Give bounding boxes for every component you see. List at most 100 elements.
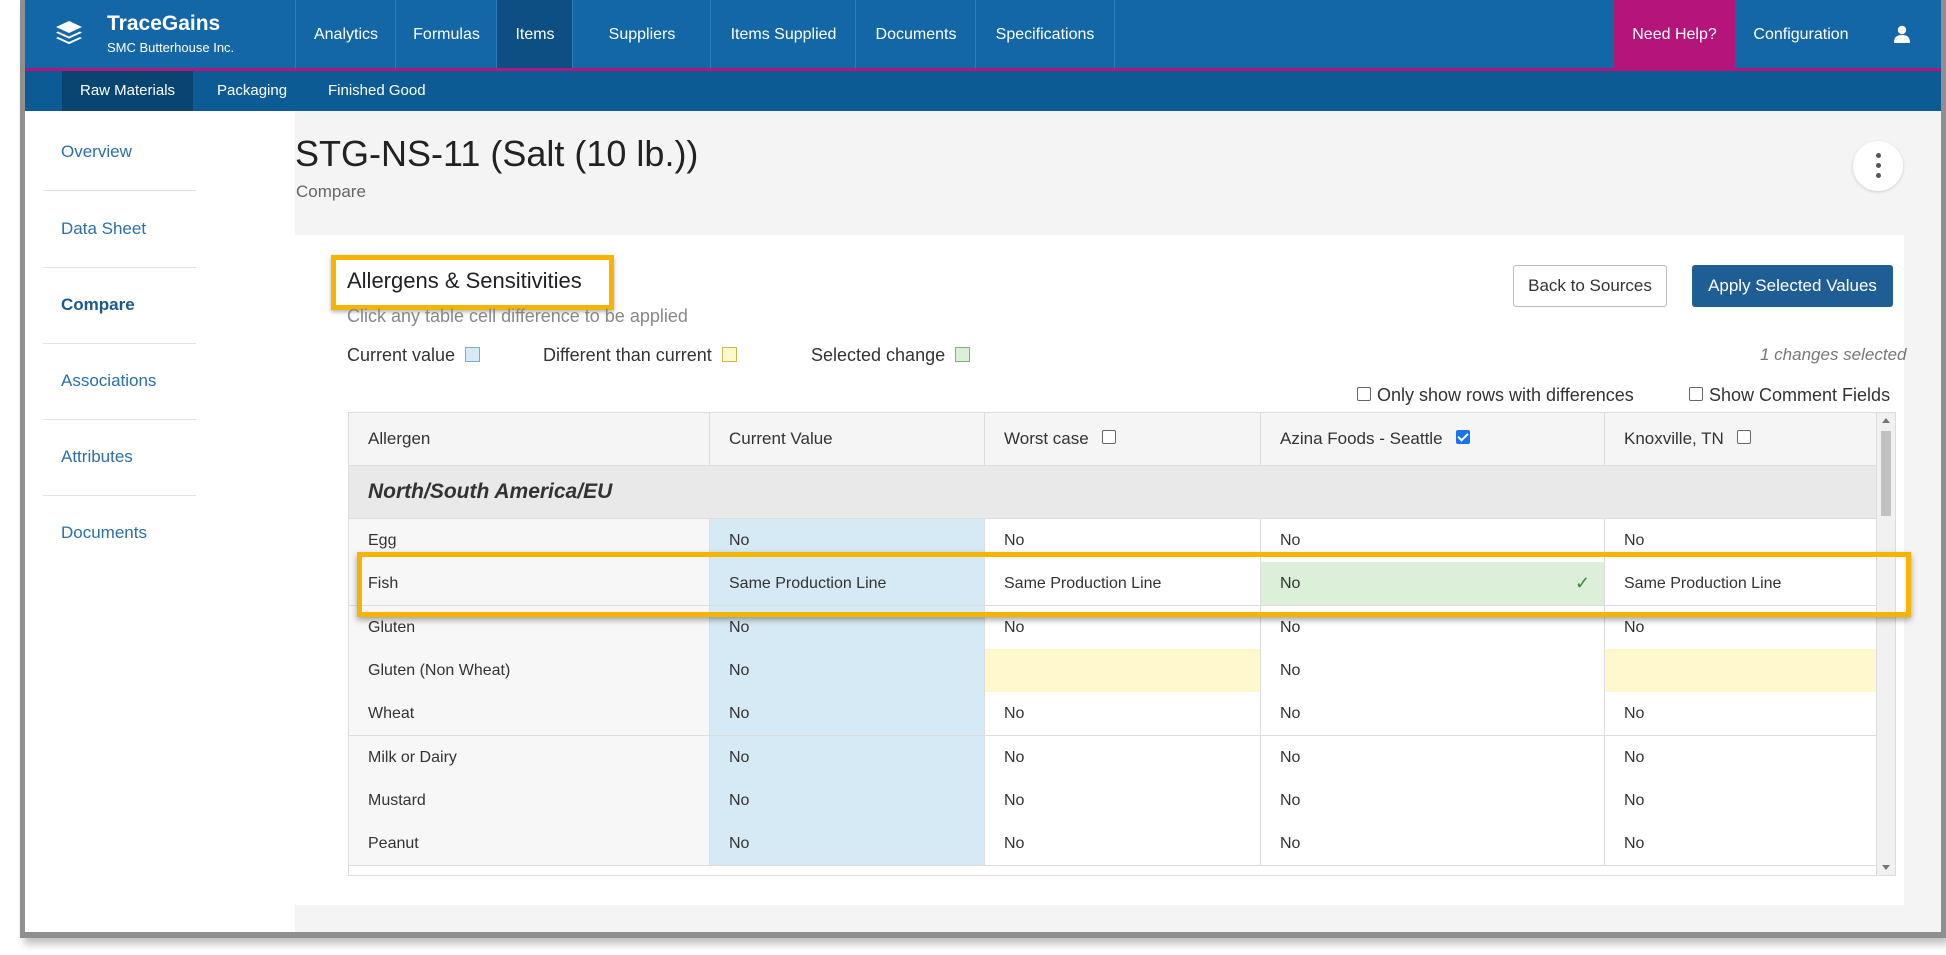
- sidebar-item-documents[interactable]: Documents: [61, 523, 147, 542]
- table-group-row: North/South America/EU: [349, 466, 1876, 519]
- table-header: Allergen Current Value Worst case Azina …: [349, 413, 1876, 466]
- legend-selected-label: Selected change: [811, 345, 946, 365]
- layers-logo-icon: [56, 21, 82, 45]
- value-cell[interactable]: No: [985, 779, 1261, 822]
- scroll-up-arrow-icon[interactable]: [1882, 418, 1890, 423]
- value-cell[interactable]: No: [1261, 779, 1605, 822]
- brand-name: TraceGains: [107, 12, 221, 35]
- column-header-allergen: Allergen: [349, 413, 710, 465]
- only-show-differences-label: Only show rows with differences: [1377, 385, 1634, 405]
- subnav-raw-materials[interactable]: Raw Materials: [62, 71, 194, 111]
- nav-items[interactable]: Items: [496, 0, 573, 68]
- nav-documents[interactable]: Documents: [855, 0, 976, 68]
- nav-specifications[interactable]: Specifications: [975, 0, 1115, 68]
- value-cell[interactable]: No: [1605, 822, 1876, 865]
- sidebar-item-compare[interactable]: Compare: [43, 267, 196, 344]
- column-header-label: Azina Foods - Seattle: [1280, 429, 1443, 448]
- show-comment-fields-option[interactable]: Show Comment Fields: [1689, 385, 1890, 406]
- sidebar-item-data-sheet[interactable]: Data Sheet: [43, 191, 196, 268]
- value-cell[interactable]: No: [1605, 736, 1876, 779]
- show-comment-fields-checkbox[interactable]: [1689, 387, 1703, 401]
- value-cell[interactable]: No: [985, 736, 1261, 779]
- more-dot-icon: [1876, 153, 1881, 158]
- nav-suppliers[interactable]: Suppliers: [572, 0, 711, 68]
- back-to-sources-button[interactable]: Back to Sources: [1513, 265, 1667, 307]
- legend-current-label: Current value: [347, 345, 456, 365]
- allergen-name-cell: Wheat: [349, 692, 710, 735]
- scrollbar-thumb[interactable]: [1881, 431, 1891, 516]
- value-cell[interactable]: No: [985, 822, 1261, 865]
- value-cell[interactable]: No: [1605, 692, 1876, 735]
- scroll-down-arrow-icon[interactable]: [1882, 865, 1890, 870]
- brand-company: SMC Butterhouse Inc.: [107, 40, 235, 55]
- nav-analytics[interactable]: Analytics: [295, 0, 396, 68]
- sidebar-item-attributes[interactable]: Attributes: [43, 419, 196, 496]
- legend-current: Current value: [347, 345, 481, 366]
- nav-formulas[interactable]: Formulas: [395, 0, 497, 68]
- value-cell[interactable]: Same Production Line: [1605, 562, 1876, 605]
- group-label: North/South America/EU: [368, 480, 613, 503]
- section-title: Allergens & Sensitivities: [347, 268, 582, 293]
- changes-selected-count: 1 changes selected: [1760, 345, 1907, 364]
- sidebar-item-overview[interactable]: Overview: [43, 114, 196, 191]
- more-dot-icon: [1876, 163, 1881, 168]
- allergen-name-cell: Mustard: [349, 779, 710, 822]
- table-row: Gluten (Non Wheat) No No: [349, 649, 1876, 693]
- value-cell[interactable]: [1605, 649, 1876, 692]
- subnav-packaging[interactable]: Packaging: [217, 82, 288, 99]
- fish-row-highlight-box: [357, 552, 1911, 617]
- sub-navigation: Raw Materials Packaging Finished Good: [25, 71, 1941, 111]
- table-scrollbar[interactable]: [1876, 413, 1895, 875]
- table-row: Wheat No No No No: [349, 692, 1876, 736]
- allergen-name-cell: Gluten (Non Wheat): [349, 649, 710, 692]
- page-subtitle: Compare: [296, 182, 366, 201]
- value-cell[interactable]: No: [985, 692, 1261, 735]
- section-hint: Click any table cell difference to be ap…: [347, 306, 688, 326]
- subnav-finished-good[interactable]: Finished Good: [328, 82, 426, 99]
- user-menu[interactable]: [1877, 0, 1927, 68]
- value-cell[interactable]: No: [1261, 692, 1605, 735]
- legend-different: Different than current: [543, 345, 737, 366]
- allergen-name-cell: Milk or Dairy: [349, 736, 710, 779]
- nav-items-supplied[interactable]: Items Supplied: [710, 0, 856, 68]
- legend-current-swatch: [465, 347, 481, 362]
- only-show-differences-checkbox[interactable]: [1357, 387, 1371, 401]
- only-show-differences-option[interactable]: Only show rows with differences: [1357, 385, 1634, 406]
- value-cell[interactable]: No: [1261, 562, 1605, 605]
- show-comment-fields-label: Show Comment Fields: [1709, 385, 1891, 405]
- nav-configuration[interactable]: Configuration: [1753, 26, 1849, 43]
- legend-selected: Selected change: [811, 345, 971, 366]
- page-title: STG-NS-11 (Salt (10 lb.)): [295, 133, 699, 174]
- knoxville-select-checkbox[interactable]: [1736, 430, 1751, 444]
- legend-different-swatch: [721, 347, 737, 362]
- selected-check-icon: ✓: [1575, 573, 1591, 593]
- app-window: TraceGains SMC Butterhouse Inc. Analytic…: [20, 0, 1946, 938]
- more-options-button[interactable]: [1853, 141, 1903, 191]
- sidebar: Overview Data Sheet Compare Associations…: [25, 111, 295, 932]
- allergen-name-cell: Peanut: [349, 822, 710, 865]
- azina-foods-select-checkbox[interactable]: [1455, 430, 1470, 444]
- column-header-worst-case: Worst case: [985, 413, 1261, 465]
- column-header-azina-foods: Azina Foods - Seattle: [1261, 413, 1605, 465]
- column-header-current-value: Current Value: [710, 413, 985, 465]
- value-cell[interactable]: [985, 649, 1261, 692]
- table-row: Fish Same Production Line Same Production …: [349, 562, 1876, 606]
- value-cell: No: [710, 779, 985, 822]
- value-cell: No: [710, 692, 985, 735]
- table-row: Mustard No No No No: [349, 779, 1876, 823]
- table-row: Milk or Dairy No No No No: [349, 736, 1876, 780]
- value-cell[interactable]: No: [1261, 649, 1605, 692]
- value-cell[interactable]: No: [1261, 736, 1605, 779]
- value-cell[interactable]: No: [1605, 779, 1876, 822]
- column-header-label: Worst case: [1004, 429, 1089, 448]
- need-help-button[interactable]: Need Help?: [1614, 0, 1735, 68]
- value-cell[interactable]: Same Production Line: [985, 562, 1261, 605]
- user-icon: [1894, 25, 1910, 43]
- legend-different-label: Different than current: [543, 345, 712, 365]
- worst-case-select-checkbox[interactable]: [1101, 430, 1116, 444]
- allergen-name-cell: Fish: [349, 562, 710, 605]
- apply-selected-values-button[interactable]: Apply Selected Values: [1692, 265, 1893, 307]
- sidebar-item-associations[interactable]: Associations: [43, 343, 196, 420]
- column-header-label: Current Value: [729, 429, 833, 448]
- value-cell[interactable]: No: [1261, 822, 1605, 865]
